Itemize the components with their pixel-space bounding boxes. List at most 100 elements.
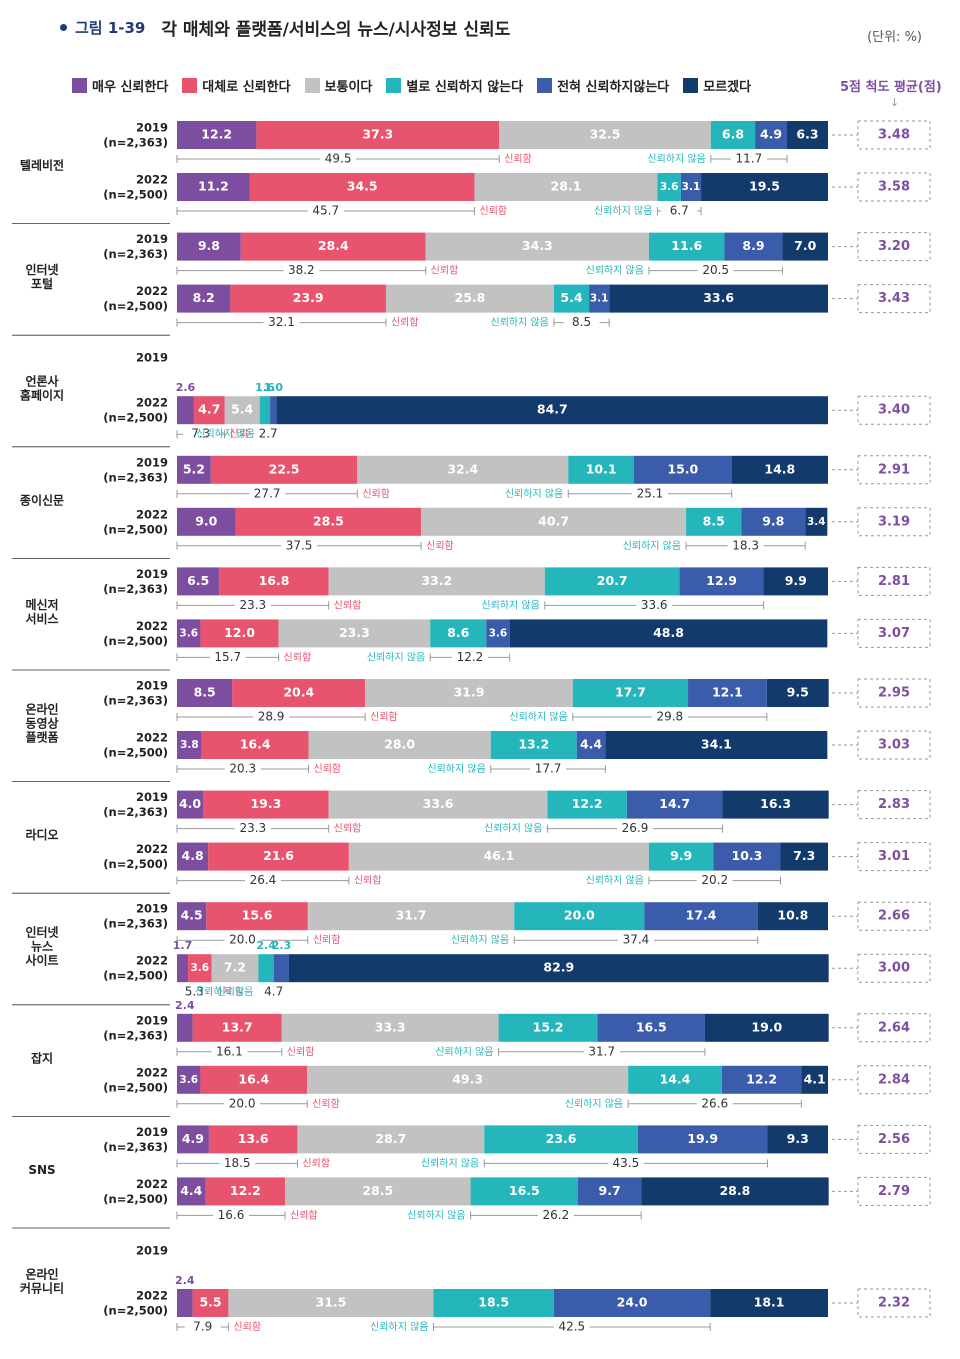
distrust-sum-bg bbox=[553, 1320, 590, 1334]
trust-sum-bg bbox=[234, 598, 271, 613]
avg-value: 3.00 bbox=[878, 961, 910, 976]
distrust-sum-bg bbox=[697, 263, 734, 278]
data-label: 9.5 bbox=[787, 685, 809, 700]
trust-label: 신뢰함 bbox=[334, 599, 362, 611]
distrust-sum: 20.5 bbox=[702, 263, 729, 277]
bar-segment bbox=[686, 507, 742, 536]
data-label: 21.6 bbox=[263, 848, 294, 863]
avg-value: 2.56 bbox=[878, 1132, 910, 1147]
avg-box bbox=[857, 1176, 931, 1206]
distrust-label: 신뢰하지 않음 bbox=[647, 152, 705, 165]
bar-segment bbox=[259, 396, 271, 425]
bar-segment bbox=[224, 396, 260, 425]
bar-segment bbox=[177, 731, 202, 759]
data-label: 9.7 bbox=[599, 1183, 621, 1198]
group-name: 라디오 bbox=[25, 827, 58, 842]
bar-segment bbox=[281, 1013, 499, 1042]
distrust-sum: 6.7 bbox=[670, 204, 689, 218]
bar-segment bbox=[205, 1177, 286, 1206]
bar-segment bbox=[200, 1065, 308, 1094]
trust-label: 신뢰함 bbox=[287, 1046, 315, 1058]
data-label: 6.8 bbox=[722, 127, 744, 142]
bar-segment bbox=[240, 232, 426, 261]
distrust-sum: 4.7 bbox=[264, 985, 283, 999]
data-label: 3.6 bbox=[190, 962, 209, 974]
data-label: 3.8 bbox=[180, 739, 199, 751]
group-name: 플랫폼 bbox=[25, 730, 58, 745]
data-label: 13.6 bbox=[238, 1131, 269, 1146]
row-year: 2022 bbox=[136, 1177, 168, 1191]
avg-box bbox=[857, 395, 931, 425]
bar-segment bbox=[177, 232, 241, 261]
bar-segment bbox=[177, 1289, 193, 1317]
bar-segment bbox=[578, 1177, 642, 1206]
legend-swatch bbox=[683, 77, 699, 93]
data-label: 6.5 bbox=[187, 573, 209, 588]
data-label: 28.1 bbox=[551, 179, 582, 194]
avg-value: 2.79 bbox=[878, 1184, 910, 1199]
avg-value: 2.66 bbox=[878, 909, 910, 924]
bar-segment bbox=[474, 173, 658, 201]
row-n: (n=2,363) bbox=[103, 694, 168, 708]
distrust-label: 신뢰하지 않음 bbox=[367, 650, 425, 663]
trust-label: 신뢰함 bbox=[362, 488, 390, 500]
chart-legend: 매우 신뢰한다 대체로 신뢰한다 보통이다 별로 신뢰하지 않는다 전혀 신뢰하… bbox=[72, 74, 765, 96]
distrust-label: 신뢰하지 않음 bbox=[505, 487, 563, 500]
data-label: 23.6 bbox=[546, 1131, 577, 1146]
avg-value: 3.58 bbox=[878, 180, 910, 195]
distrust-sum: 25.1 bbox=[637, 486, 664, 500]
data-label: 24.0 bbox=[617, 1295, 648, 1310]
bar-segment bbox=[626, 790, 723, 819]
data-label: 28.4 bbox=[318, 238, 349, 253]
distrust-sum-bg bbox=[727, 538, 764, 553]
bar-segment bbox=[786, 121, 828, 149]
data-label: 12.2 bbox=[746, 1071, 777, 1086]
group-name: 온라인 bbox=[25, 702, 58, 717]
distrust-sum-bg bbox=[607, 1156, 644, 1171]
data-label: 4.8 bbox=[182, 848, 204, 863]
data-label: 4.5 bbox=[181, 908, 203, 923]
avg-box bbox=[857, 953, 931, 983]
bar-segment bbox=[219, 567, 329, 596]
trust-sum-bg bbox=[224, 1096, 261, 1111]
bar-segment bbox=[509, 619, 828, 648]
data-label: 16.3 bbox=[760, 796, 791, 811]
distrust-sum-bg bbox=[250, 427, 287, 442]
bar-segment bbox=[177, 902, 207, 931]
data-label: 33.2 bbox=[421, 573, 452, 588]
distrust-label: 신뢰하지 않음 bbox=[370, 1320, 428, 1333]
bar-segment bbox=[273, 954, 289, 983]
bar-segment bbox=[307, 1065, 629, 1094]
data-label: 23.3 bbox=[339, 625, 370, 640]
bar-segment bbox=[307, 902, 515, 931]
data-label: 5.2 bbox=[183, 461, 205, 476]
bar-segment bbox=[430, 619, 487, 648]
data-label-outside: 2.4 bbox=[256, 939, 276, 952]
legend-label: 전혀 신뢰하지않는다 bbox=[557, 79, 670, 95]
trust-sum-bg bbox=[182, 427, 219, 442]
avg-box bbox=[857, 1124, 931, 1154]
bar-segment bbox=[177, 679, 233, 707]
bar-segment bbox=[188, 954, 212, 983]
distrust-sum: 11.7 bbox=[736, 152, 763, 166]
data-label: 40.7 bbox=[538, 513, 569, 528]
trust-sum: 7.3 bbox=[191, 427, 210, 441]
data-label: 9.8 bbox=[198, 238, 220, 253]
bar-segment bbox=[484, 1125, 638, 1154]
trust-sum-bg bbox=[249, 486, 286, 501]
data-label: 13.7 bbox=[222, 1019, 253, 1034]
data-label: 9.8 bbox=[762, 513, 784, 528]
bar-segment bbox=[605, 731, 828, 759]
distrust-label: 신뢰하지 않음 bbox=[427, 762, 485, 775]
distrust-sum: 12.2 bbox=[457, 650, 484, 664]
data-label: 3.4 bbox=[807, 516, 826, 528]
trust-label: 신뢰함 bbox=[302, 1157, 330, 1169]
trust-sum: 15.7 bbox=[214, 650, 241, 664]
row-year: 2022 bbox=[136, 507, 168, 521]
data-label-outside: 2.4 bbox=[175, 999, 195, 1012]
avg-value: 2.64 bbox=[878, 1020, 910, 1035]
trust-sum-bg bbox=[224, 762, 261, 776]
bar-segment bbox=[288, 954, 829, 983]
bar-segment bbox=[657, 173, 681, 201]
distrust-label: 신뢰하지 않음 bbox=[407, 1208, 465, 1221]
